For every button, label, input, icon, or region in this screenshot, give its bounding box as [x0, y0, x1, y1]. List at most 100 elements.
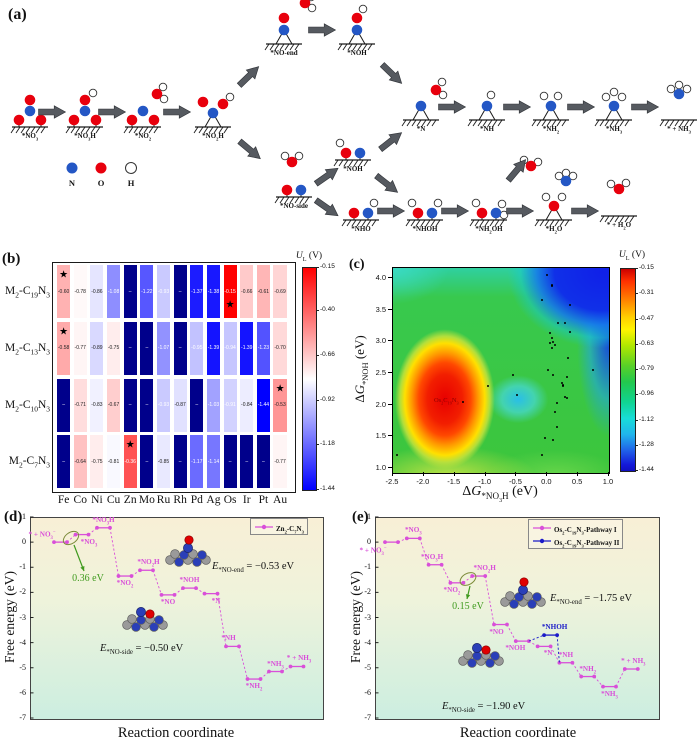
y-tick-label: 0: [367, 537, 371, 547]
heatmap-cell: [140, 435, 154, 489]
step-label: *NO2H: [137, 558, 160, 569]
species-structure: [10, 94, 48, 134]
atom-h: [158, 82, 168, 92]
contour-plot-area: [392, 267, 610, 474]
colorbar-tick-label: -1.44: [639, 466, 654, 473]
energy-annotation-side: E*NO-side = −0.50 eV: [100, 643, 184, 657]
heatmap-cell-value: -0.95: [191, 345, 203, 352]
heatmap-col-label: Zn: [123, 494, 137, 506]
y-tick-label: -3: [19, 612, 26, 622]
colorbar-tick-mark: [316, 310, 319, 312]
atom-n: [415, 100, 427, 112]
heatmap-cell: [123, 378, 137, 432]
atom-h: [609, 87, 619, 97]
x-tick-label: -1.0: [478, 477, 492, 486]
energy-annotation-end: E*NO-end = −1.75 eV: [550, 593, 633, 607]
heatmap-cell-value: -0.71: [74, 402, 86, 408]
legend-atom-n: [66, 162, 78, 174]
data-point: [492, 622, 496, 627]
legend-atom-label: O: [97, 178, 105, 188]
data-point: [95, 525, 99, 530]
data-point: [448, 580, 453, 585]
heatmap-cell-value: -0.89: [91, 345, 103, 352]
y-tick-label: -6: [364, 687, 371, 697]
reaction-arrow-icon: [438, 100, 467, 114]
heatmap-cell-value: –: [128, 345, 132, 352]
scatter-point: [560, 381, 563, 384]
panel-e-tag: (e): [352, 509, 369, 525]
heatmap-cell-value: –: [62, 458, 65, 465]
heatmap-cell-value: -0.69: [274, 288, 286, 295]
energy-annotation-side: E*NO-side = −1.90 eV: [442, 701, 526, 715]
heatmap-cell-value: –: [245, 458, 249, 465]
heatmap-cell: [123, 435, 137, 489]
reaction-diagram-canvas: [10, 0, 697, 227]
heatmap-cell-value: –: [145, 458, 149, 465]
x-tick-label: 1.0: [602, 477, 614, 486]
y-tick-label: 2.5: [375, 368, 386, 378]
heatmap-cell: [223, 435, 237, 489]
atom-o: [430, 84, 442, 96]
contour-colorbar: [620, 268, 636, 472]
legend-label: Os2-C19N3-Pathway I: [554, 525, 617, 535]
heatmap-cell: [90, 265, 104, 318]
y-tick-label: -5: [364, 662, 371, 672]
heatmap-cell: [240, 435, 254, 489]
legend-atom-label: N: [68, 178, 76, 188]
data-point: [181, 586, 185, 591]
heatmap-cell-value: -0.81: [107, 458, 120, 465]
step-label: *NO: [160, 597, 176, 606]
atom-h: [225, 92, 235, 102]
atom-h: [280, 151, 290, 161]
step-label: *N: [543, 649, 553, 658]
heatmap-cell: [273, 265, 287, 318]
colorbar-tick-mark: [635, 293, 638, 295]
data-point: [635, 667, 640, 671]
step-label: *NH: [221, 634, 236, 643]
y-tick-label: -4: [19, 637, 26, 647]
colorbar-tick-label: -0.40: [320, 306, 335, 314]
data-point: [267, 669, 271, 674]
best-candidate-star-icon: ★: [59, 269, 69, 281]
colorbar-tick-mark: [635, 444, 638, 446]
heatmap-row-label: M2-C7N3: [8, 455, 50, 470]
heatmap-col-label: Pd: [190, 494, 203, 506]
reaction-arrow-icon: [38, 105, 67, 119]
y-tick-mark: [388, 403, 392, 405]
heatmap-cell-value: -1.22: [141, 288, 153, 295]
heatmap-cell: [223, 321, 237, 375]
heatmap-cell-value: –: [178, 345, 182, 352]
heatmap-col-label: Cu: [106, 494, 121, 506]
scatter-point: [540, 453, 544, 457]
heatmap-row-label: M2-C13N3: [5, 341, 50, 357]
atom-o: [278, 12, 290, 24]
scatter-point: [548, 331, 552, 334]
species-structure: [193, 92, 235, 134]
heatmap-cell: [73, 321, 87, 375]
colorbar-tick-mark: [316, 267, 319, 268]
step-label: *NOH: [179, 576, 200, 585]
heatmap-cell-value: -1.23: [257, 345, 270, 352]
heatmap-col-label: Au: [273, 494, 288, 506]
atom-o: [79, 94, 91, 106]
atom-n: [79, 105, 91, 117]
heatmap-cell: [190, 321, 204, 375]
heatmap-col-label: Fe: [57, 494, 70, 506]
data-point: [417, 536, 422, 541]
heatmap-cell: [140, 378, 154, 432]
heatmap-col-label: Ir: [242, 494, 251, 506]
data-point: [73, 532, 78, 537]
heatmap-col-label: Co: [73, 494, 87, 506]
y-tick-label: 1: [22, 512, 26, 521]
data-point: [426, 562, 431, 567]
panel-d-tag: (d): [4, 509, 23, 525]
step-label: *NH2: [579, 664, 597, 675]
colorbar-tick-label: -1.18: [320, 440, 335, 448]
y-tick-label: 3.0: [375, 336, 386, 346]
colorbar-tick-label: -1.44: [320, 485, 335, 492]
atom-o: [126, 114, 138, 126]
atom-h: [554, 171, 564, 181]
panel-e-free-energy: (e) Reaction coordinate Free energy (eV)…: [348, 505, 700, 745]
species-label: *N: [416, 125, 426, 133]
scatter-point: [561, 384, 565, 387]
